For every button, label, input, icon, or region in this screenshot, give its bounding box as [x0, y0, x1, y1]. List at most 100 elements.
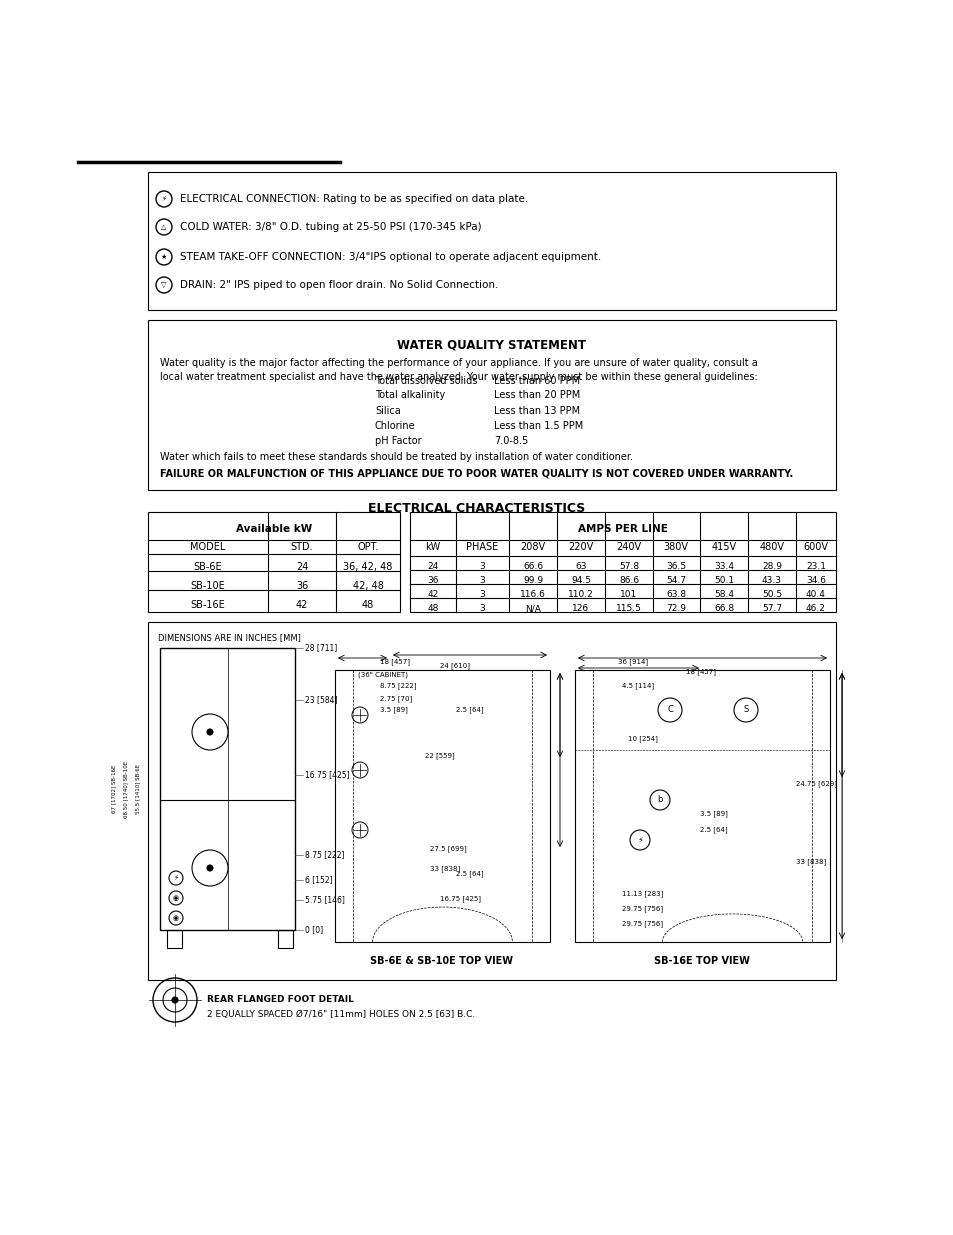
Text: 18 [457]: 18 [457]	[685, 668, 716, 674]
Text: 46.2: 46.2	[805, 604, 825, 613]
Text: 10 [254]: 10 [254]	[627, 735, 658, 742]
Text: 42, 48: 42, 48	[353, 580, 383, 592]
Text: 57.7: 57.7	[761, 604, 781, 613]
Text: 4.5 [114]: 4.5 [114]	[621, 682, 654, 689]
Text: REAR FLANGED FOOT DETAIL: REAR FLANGED FOOT DETAIL	[207, 995, 354, 1004]
Text: 33.4: 33.4	[713, 562, 733, 571]
Text: Less than 20 PPM: Less than 20 PPM	[494, 390, 579, 400]
Text: 36 [914]: 36 [914]	[618, 658, 647, 664]
Text: SB-16E TOP VIEW: SB-16E TOP VIEW	[654, 956, 749, 966]
Text: 50.1: 50.1	[713, 576, 733, 585]
Text: S: S	[742, 705, 748, 715]
Text: local water treatment specialist and have the water analyzed. Your water supply : local water treatment specialist and hav…	[160, 372, 757, 382]
Text: △: △	[161, 224, 167, 230]
Bar	[148, 172, 835, 310]
Text: SB-6E & SB-10E TOP VIEW: SB-6E & SB-10E TOP VIEW	[370, 956, 513, 966]
Text: 3: 3	[478, 590, 484, 599]
Text: 28 [711]: 28 [711]	[305, 643, 337, 652]
Text: 2.5 [64]: 2.5 [64]	[456, 869, 483, 877]
Text: 66.8: 66.8	[713, 604, 733, 613]
Text: 99.9: 99.9	[522, 576, 542, 585]
Circle shape	[172, 997, 178, 1003]
Bar	[148, 513, 399, 613]
Text: b: b	[657, 795, 662, 804]
Text: 42: 42	[427, 590, 438, 599]
Text: 5.75 [146]: 5.75 [146]	[305, 895, 345, 904]
Text: 2.5 [64]: 2.5 [64]	[700, 826, 727, 832]
Bar	[410, 513, 835, 613]
Text: 24: 24	[295, 562, 308, 572]
Text: 86.6: 86.6	[618, 576, 639, 585]
Text: 63.8: 63.8	[665, 590, 685, 599]
Text: ⚡: ⚡	[161, 196, 166, 203]
Text: MODEL: MODEL	[190, 542, 226, 552]
Text: 48: 48	[361, 600, 374, 610]
Text: 50.5: 50.5	[761, 590, 781, 599]
Text: 34.6: 34.6	[805, 576, 825, 585]
Text: 7.0-8.5: 7.0-8.5	[494, 436, 528, 446]
Text: ⚡: ⚡	[173, 876, 178, 881]
Text: 24 [610]: 24 [610]	[439, 662, 470, 668]
Text: 24.75 [629]: 24.75 [629]	[795, 781, 836, 787]
Bar	[335, 671, 550, 942]
Text: OPT.: OPT.	[357, 542, 378, 552]
Text: 126: 126	[572, 604, 589, 613]
Text: 0 [0]: 0 [0]	[305, 925, 323, 935]
Circle shape	[207, 864, 213, 871]
Text: 23.1: 23.1	[805, 562, 825, 571]
Text: 208V: 208V	[520, 542, 545, 552]
Text: Available kW: Available kW	[235, 524, 312, 534]
Text: FAILURE OR MALFUNCTION OF THIS APPLIANCE DUE TO POOR WATER QUALITY IS NOT COVERE: FAILURE OR MALFUNCTION OF THIS APPLIANCE…	[160, 468, 792, 478]
Text: 110.2: 110.2	[568, 590, 594, 599]
Text: Less than 60 PPM: Less than 60 PPM	[494, 375, 579, 387]
Text: Water which fails to meet these standards should be treated by installation of w: Water which fails to meet these standard…	[160, 452, 633, 462]
Bar	[148, 622, 835, 981]
Text: 40.4: 40.4	[805, 590, 825, 599]
Bar	[160, 648, 294, 930]
Text: 48: 48	[427, 604, 438, 613]
Text: 3: 3	[478, 604, 484, 613]
Text: 101: 101	[619, 590, 637, 599]
Text: 480V: 480V	[759, 542, 783, 552]
Text: 3.5 [89]: 3.5 [89]	[379, 706, 408, 713]
Text: 29.75 [756]: 29.75 [756]	[621, 920, 662, 926]
Text: 2 EQUALLY SPACED Ø7/16" [11mm] HOLES ON 2.5 [63] B.C.: 2 EQUALLY SPACED Ø7/16" [11mm] HOLES ON …	[207, 1010, 475, 1019]
Text: 36: 36	[295, 580, 308, 592]
Text: COLD WATER: 3/8" O.D. tubing at 25-50 PSI (170-345 kPa): COLD WATER: 3/8" O.D. tubing at 25-50 PS…	[180, 222, 481, 232]
Text: ◉: ◉	[172, 895, 179, 902]
Text: 2.5 [64]: 2.5 [64]	[456, 706, 483, 713]
Text: 36, 42, 48: 36, 42, 48	[343, 562, 393, 572]
Text: Less than 1.5 PPM: Less than 1.5 PPM	[494, 421, 582, 431]
Text: C: C	[666, 705, 672, 715]
Text: 36.5: 36.5	[665, 562, 685, 571]
Text: 16.75 [425]: 16.75 [425]	[439, 895, 480, 902]
Text: STEAM TAKE-OFF CONNECTION: 3/4"IPS optional to operate adjacent equipment.: STEAM TAKE-OFF CONNECTION: 3/4"IPS optio…	[180, 252, 600, 262]
Text: 16.75 [425]: 16.75 [425]	[305, 771, 349, 779]
Text: 415V: 415V	[711, 542, 736, 552]
Bar	[167, 930, 182, 948]
Text: SB-6E: SB-6E	[193, 562, 222, 572]
Text: 8.75 [222]: 8.75 [222]	[379, 682, 416, 689]
Text: 42: 42	[295, 600, 308, 610]
Text: 3.5 [89]: 3.5 [89]	[700, 810, 727, 816]
Text: 23 [584]: 23 [584]	[305, 695, 337, 704]
Text: 66.6: 66.6	[522, 562, 542, 571]
Text: STD.: STD.	[291, 542, 313, 552]
Text: 600V: 600V	[802, 542, 827, 552]
Bar	[277, 930, 293, 948]
Text: ⚡: ⚡	[637, 836, 642, 845]
Text: 115.5: 115.5	[616, 604, 641, 613]
Text: 29.75 [756]: 29.75 [756]	[621, 905, 662, 911]
Text: 27.5 [699]: 27.5 [699]	[430, 845, 466, 852]
Text: ★: ★	[161, 254, 167, 261]
Text: AMPS PER LINE: AMPS PER LINE	[578, 524, 667, 534]
Text: 54.7: 54.7	[665, 576, 685, 585]
Text: WATER QUALITY STATEMENT: WATER QUALITY STATEMENT	[397, 338, 586, 351]
Text: Chlorine: Chlorine	[375, 421, 416, 431]
Text: PHASE: PHASE	[465, 542, 497, 552]
Text: 63: 63	[575, 562, 586, 571]
Text: 3: 3	[478, 562, 484, 571]
Text: 43.3: 43.3	[761, 576, 781, 585]
Text: 8.75 [222]: 8.75 [222]	[305, 851, 344, 860]
Text: 58.4: 58.4	[713, 590, 733, 599]
